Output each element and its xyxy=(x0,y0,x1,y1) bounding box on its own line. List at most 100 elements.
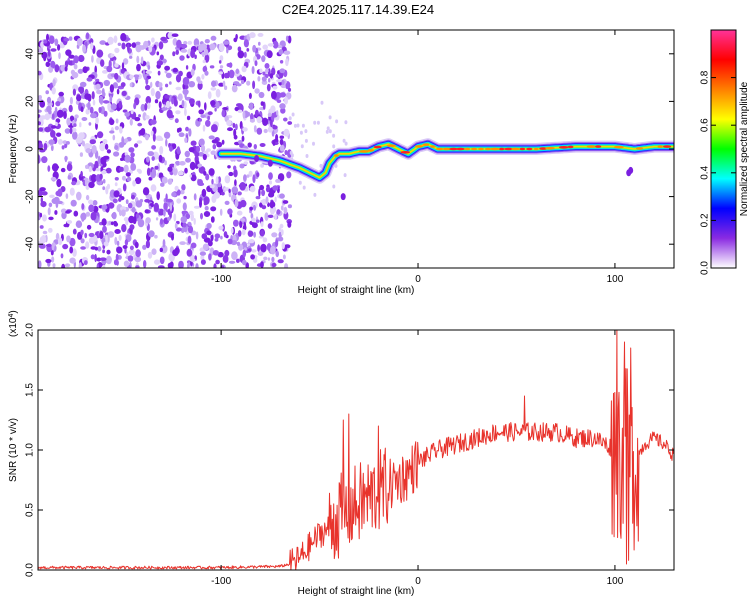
noise-blob xyxy=(91,55,94,63)
noise-blob xyxy=(262,117,269,127)
noise-blob xyxy=(144,198,151,203)
noise-blob xyxy=(251,66,255,74)
noise-blob xyxy=(267,223,273,229)
noise-blob xyxy=(77,68,84,74)
ridge-peak xyxy=(657,145,663,148)
noise-blob xyxy=(78,86,83,93)
noise-blob xyxy=(158,154,163,163)
noise-blob xyxy=(150,81,153,88)
noise-blob xyxy=(218,225,224,231)
noise-blob xyxy=(48,216,54,221)
noise-blob xyxy=(121,42,126,50)
noise-blob xyxy=(245,187,249,192)
noise-blob xyxy=(145,77,149,85)
noise-blob xyxy=(142,244,147,250)
noise-blob xyxy=(281,242,285,250)
noise-blob xyxy=(180,216,187,224)
noise-blob xyxy=(95,83,101,90)
noise-blob xyxy=(80,106,84,113)
noise-blob xyxy=(45,61,51,67)
noise-blob xyxy=(235,33,238,40)
noise-blob xyxy=(193,205,201,209)
noise-blob xyxy=(80,246,86,250)
noise-blob xyxy=(207,91,212,99)
noise-blob xyxy=(74,114,79,119)
noise-blob xyxy=(90,113,97,119)
noise-blob xyxy=(39,212,43,218)
noise-blob xyxy=(96,131,104,139)
noise-blob xyxy=(72,248,77,257)
noise-blob xyxy=(247,248,252,252)
snr-xtick-label: -100 xyxy=(211,576,231,587)
noise-blob xyxy=(56,132,62,137)
ridge-peak xyxy=(586,145,596,148)
noise-blob xyxy=(211,80,217,87)
noise-blob xyxy=(73,63,78,70)
noise-blob xyxy=(260,101,264,106)
noise-blob xyxy=(195,231,199,240)
noise-blob xyxy=(79,81,87,88)
spectrogram-ytick-label: -20 xyxy=(25,189,36,204)
noise-blob xyxy=(135,213,139,219)
noise-blob xyxy=(204,39,210,44)
noise-blob xyxy=(205,173,210,181)
noise-blob xyxy=(134,116,141,122)
noise-blob xyxy=(296,123,300,128)
noise-blob xyxy=(200,259,206,265)
noise-blob xyxy=(164,65,171,71)
noise-blob xyxy=(284,149,288,156)
noise-blob xyxy=(252,80,256,90)
noise-blob xyxy=(304,129,308,134)
noise-blob xyxy=(130,109,134,115)
noise-blob xyxy=(124,111,130,117)
noise-blob xyxy=(217,251,224,258)
noise-blob xyxy=(224,200,230,205)
noise-blob xyxy=(262,237,268,243)
noise-blob xyxy=(122,58,129,65)
noise-blob xyxy=(210,87,217,91)
noise-blob xyxy=(256,127,263,135)
noise-blob xyxy=(279,138,284,146)
noise-blob xyxy=(106,183,111,190)
noise-blob xyxy=(218,82,225,87)
noise-blob xyxy=(237,140,243,145)
noise-blob xyxy=(107,231,115,238)
noise-blob xyxy=(168,81,172,85)
noise-blob xyxy=(173,99,178,107)
noise-blob xyxy=(195,263,199,268)
noise-blob xyxy=(263,128,268,134)
noise-blob xyxy=(187,235,192,244)
noise-blob xyxy=(159,256,165,265)
noise-blob xyxy=(80,212,87,221)
noise-blob xyxy=(304,138,308,143)
noise-blob xyxy=(48,202,53,208)
noise-blob xyxy=(227,208,233,215)
snr-panel: -100 0 100 0.0 0.5 1.0 1.5 2.0 Height of straig… xyxy=(8,310,675,597)
noise-blob xyxy=(312,141,315,146)
noise-blob xyxy=(261,189,266,197)
noise-blob xyxy=(212,250,219,256)
noise-blob xyxy=(197,182,205,186)
noise-blob xyxy=(287,221,292,228)
noise-blob xyxy=(105,255,112,265)
noise-blob xyxy=(178,132,185,137)
noise-blob xyxy=(40,197,43,203)
noise-blob xyxy=(202,153,207,161)
ridge-peak xyxy=(519,147,526,151)
noise-blob xyxy=(213,263,217,268)
noise-blob xyxy=(130,163,137,171)
noise-blob xyxy=(38,154,41,164)
noise-blob xyxy=(138,169,142,174)
noise-blob xyxy=(101,204,108,210)
noise-blob xyxy=(198,100,201,108)
snr-xtick-label: 100 xyxy=(607,576,624,587)
noise-blob xyxy=(39,100,46,108)
noise-blob xyxy=(279,60,284,64)
noise-blob xyxy=(190,258,196,263)
noise-blob xyxy=(214,107,217,112)
noise-blob xyxy=(46,105,52,113)
noise-blob xyxy=(137,122,143,127)
noise-blob xyxy=(201,74,205,80)
noise-blob xyxy=(209,65,215,69)
noise-blob xyxy=(249,102,254,111)
